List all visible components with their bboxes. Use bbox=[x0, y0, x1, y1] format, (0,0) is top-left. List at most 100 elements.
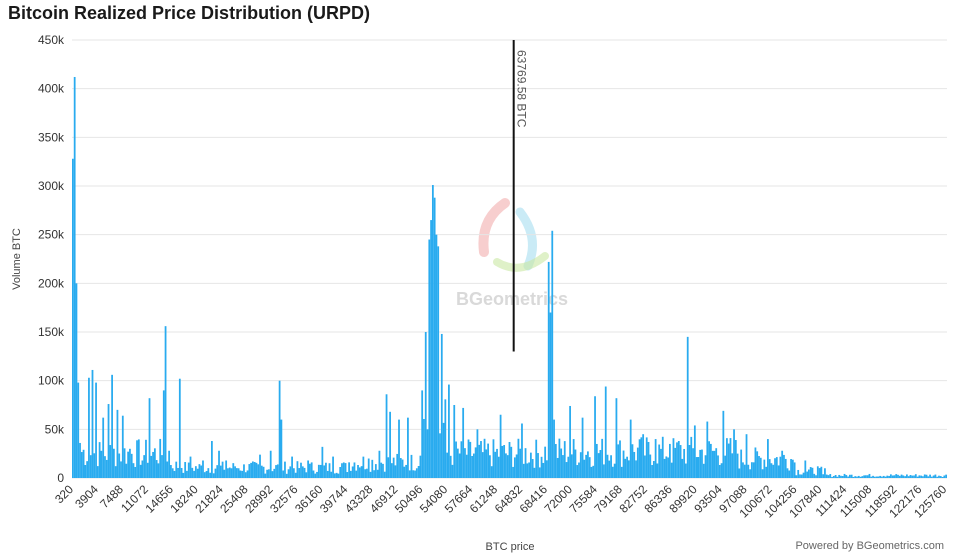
distribution-bar bbox=[610, 455, 612, 478]
distribution-bar bbox=[271, 471, 274, 478]
distribution-bar bbox=[244, 472, 247, 478]
distribution-bar bbox=[701, 449, 703, 478]
distribution-bar bbox=[421, 390, 424, 478]
distribution-bar bbox=[654, 439, 657, 478]
distribution-bar bbox=[162, 390, 165, 478]
distribution-bar bbox=[578, 462, 580, 478]
distribution-bar bbox=[414, 470, 416, 478]
distribution-bar bbox=[102, 417, 105, 478]
distribution-bar bbox=[565, 462, 568, 478]
distribution-bar bbox=[423, 418, 425, 478]
distribution-bar bbox=[403, 466, 406, 478]
distribution-bar bbox=[412, 470, 415, 478]
distribution-bar bbox=[360, 466, 363, 478]
distribution-bar bbox=[392, 457, 395, 478]
distribution-bar bbox=[219, 465, 222, 478]
distribution-bar bbox=[622, 450, 625, 478]
distribution-bar bbox=[269, 450, 272, 478]
distribution-bar bbox=[333, 473, 336, 478]
distribution-bar bbox=[282, 470, 285, 478]
distribution-bar bbox=[234, 466, 236, 478]
distribution-bar bbox=[243, 464, 245, 478]
distribution-bar bbox=[836, 476, 839, 478]
distribution-bar bbox=[121, 415, 124, 478]
distribution-bar bbox=[517, 438, 520, 478]
distribution-bar bbox=[943, 475, 946, 478]
distribution-bar bbox=[287, 469, 290, 478]
distribution-bar bbox=[538, 467, 541, 478]
distribution-bar bbox=[335, 472, 338, 478]
distribution-bar bbox=[462, 407, 465, 478]
distribution-bar bbox=[920, 475, 923, 478]
distribution-bar bbox=[472, 453, 475, 478]
distribution-bar bbox=[177, 467, 179, 478]
distribution-bar bbox=[734, 440, 737, 478]
distribution-bar bbox=[323, 465, 326, 478]
distribution-bar bbox=[626, 456, 629, 478]
distribution-bar bbox=[456, 448, 459, 478]
distribution-bar bbox=[524, 448, 527, 478]
distribution-bar bbox=[296, 461, 299, 478]
distribution-bar bbox=[211, 441, 213, 478]
distribution-bar bbox=[137, 439, 140, 478]
distribution-bar bbox=[797, 469, 800, 478]
distribution-bar bbox=[442, 422, 445, 478]
distribution-bar bbox=[611, 466, 614, 478]
y-tick-label: 450k bbox=[38, 33, 65, 47]
distribution-bar bbox=[111, 374, 113, 478]
distribution-bar bbox=[332, 456, 334, 478]
distribution-bar bbox=[640, 437, 643, 478]
distribution-bar bbox=[674, 447, 677, 478]
distribution-bar bbox=[276, 464, 279, 478]
distribution-bar bbox=[255, 462, 258, 478]
distribution-bar bbox=[572, 439, 575, 478]
distribution-bar bbox=[259, 454, 261, 478]
distribution-bar bbox=[123, 448, 126, 478]
distribution-bar bbox=[499, 414, 502, 478]
distribution-bar bbox=[663, 458, 666, 478]
distribution-bar bbox=[458, 453, 461, 478]
distribution-bar bbox=[431, 185, 434, 478]
distribution-bar bbox=[795, 475, 798, 478]
distribution-bar bbox=[305, 472, 308, 478]
distribution-bar bbox=[685, 463, 687, 478]
distribution-bar bbox=[127, 451, 130, 478]
distribution-bar bbox=[451, 464, 454, 478]
distribution-bar bbox=[508, 442, 511, 478]
distribution-bar bbox=[278, 380, 281, 478]
distribution-bar bbox=[866, 475, 869, 478]
distribution-bar bbox=[827, 475, 830, 478]
distribution-bar bbox=[706, 421, 709, 478]
distribution-bar bbox=[644, 455, 646, 478]
distribution-bar bbox=[560, 448, 563, 478]
distribution-bar bbox=[91, 369, 94, 478]
distribution-bar bbox=[95, 382, 97, 478]
distribution-bar bbox=[312, 470, 315, 478]
distribution-bar bbox=[355, 470, 358, 478]
distribution-bar bbox=[806, 471, 808, 478]
distribution-bar bbox=[872, 475, 874, 478]
distribution-bar bbox=[212, 473, 215, 478]
distribution-bar bbox=[747, 464, 750, 478]
distribution-bar bbox=[870, 476, 873, 478]
distribution-bar bbox=[583, 459, 586, 478]
y-tick-label: 200k bbox=[38, 276, 65, 290]
distribution-bar bbox=[353, 462, 356, 478]
distribution-bar bbox=[483, 438, 486, 478]
distribution-bar bbox=[722, 410, 725, 478]
distribution-bar bbox=[98, 442, 101, 478]
distribution-bar bbox=[460, 441, 463, 478]
distribution-bar bbox=[428, 239, 431, 478]
distribution-bar bbox=[898, 475, 901, 478]
distribution-bar bbox=[246, 470, 249, 478]
distribution-bar bbox=[856, 476, 858, 478]
distribution-bar bbox=[105, 459, 108, 478]
distribution-bar bbox=[629, 419, 632, 478]
distribution-bar bbox=[465, 454, 468, 478]
distribution-bar bbox=[777, 465, 780, 478]
distribution-bar bbox=[793, 462, 796, 478]
distribution-bar bbox=[260, 465, 263, 478]
distribution-bar bbox=[170, 465, 172, 478]
distribution-bar bbox=[209, 472, 211, 478]
y-axis-label: Volume BTC bbox=[11, 228, 23, 290]
